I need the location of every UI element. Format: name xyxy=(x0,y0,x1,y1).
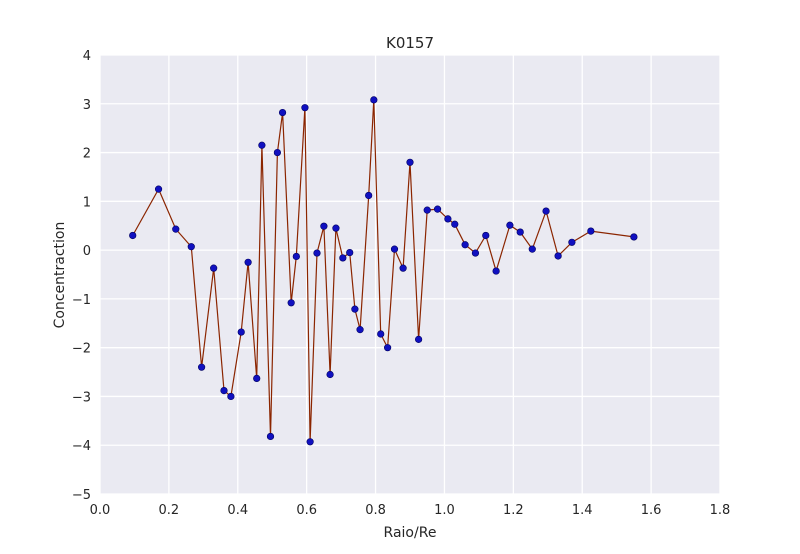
data-point xyxy=(154,185,163,193)
data-point xyxy=(471,249,480,257)
data-point xyxy=(287,299,295,307)
data-point xyxy=(313,249,321,257)
data-point xyxy=(227,392,235,401)
data-point xyxy=(451,220,459,228)
data-point xyxy=(423,206,431,214)
data-point xyxy=(444,215,452,223)
x-tick-label: 1.4 xyxy=(572,503,593,518)
series-layer xyxy=(129,96,638,446)
data-point xyxy=(370,96,378,104)
data-point xyxy=(528,245,536,253)
data-point xyxy=(506,221,514,229)
data-point xyxy=(198,363,206,371)
data-point xyxy=(187,243,195,251)
data-point xyxy=(351,305,359,313)
y-tick-label: 0 xyxy=(83,244,91,259)
data-point xyxy=(346,248,354,257)
x-tick-label: 0.2 xyxy=(159,503,180,518)
data-point xyxy=(320,222,328,230)
data-point xyxy=(630,233,638,241)
y-tick-label: −4 xyxy=(72,439,91,454)
data-point xyxy=(542,207,550,215)
data-point xyxy=(461,241,469,249)
x-tick-label: 0.4 xyxy=(227,503,248,518)
x-tick-label: 1.8 xyxy=(710,503,731,518)
data-point xyxy=(266,432,275,441)
data-point xyxy=(516,228,524,236)
data-point xyxy=(568,238,576,246)
data-point xyxy=(273,148,281,157)
data-point xyxy=(377,330,385,338)
data-point xyxy=(433,205,442,213)
y-tick-label: −5 xyxy=(72,488,91,503)
data-point xyxy=(129,231,137,240)
y-tick-label: 4 xyxy=(83,49,91,64)
data-point xyxy=(415,335,423,343)
data-point xyxy=(210,264,218,272)
data-point xyxy=(278,108,287,117)
y-tick-label: 1 xyxy=(83,195,91,210)
grid xyxy=(99,54,721,495)
data-point xyxy=(406,158,414,166)
data-point xyxy=(306,438,314,446)
data-point xyxy=(399,264,407,272)
data-point xyxy=(253,374,261,382)
y-tick-label: −2 xyxy=(72,342,91,357)
data-point xyxy=(482,231,490,240)
x-tick-label: 1.6 xyxy=(641,503,662,518)
x-tick-label: 0.8 xyxy=(365,503,386,518)
y-tick-label: 2 xyxy=(83,147,91,162)
chart-title: K0157 xyxy=(386,34,434,52)
data-point xyxy=(554,252,562,260)
data-point xyxy=(492,267,500,275)
data-point xyxy=(587,227,595,235)
x-tick-label: 0.0 xyxy=(90,503,111,518)
plot-area xyxy=(100,55,720,494)
y-tick-label: 3 xyxy=(83,98,91,113)
x-tick-label: 1.0 xyxy=(434,503,455,518)
y-tick-label: −3 xyxy=(72,390,91,405)
data-point xyxy=(390,245,399,253)
data-point xyxy=(326,370,334,379)
data-point xyxy=(172,225,180,233)
data-point xyxy=(356,326,364,334)
data-point xyxy=(384,344,392,352)
y-axis-label: Concentraction xyxy=(52,222,68,329)
data-point xyxy=(339,254,347,262)
x-tick-label: 0.6 xyxy=(296,503,317,518)
x-tick-label: 1.2 xyxy=(503,503,524,518)
data-point xyxy=(301,104,309,112)
data-point xyxy=(258,141,266,149)
x-axis-label: Raio/Re xyxy=(384,525,437,541)
x-axis-ticks: 0.0 0.2 0.4 0.6 0.8 1.0 1.2 1.4 1.6 1.8 xyxy=(90,503,731,518)
y-axis-ticks: 4 3 2 1 0 −1 −2 −3 −4 −5 xyxy=(72,49,91,503)
y-tick-label: −1 xyxy=(72,293,91,308)
data-point xyxy=(292,252,300,261)
data-point xyxy=(365,191,373,200)
data-point xyxy=(244,258,252,266)
data-point xyxy=(237,328,245,336)
data-point xyxy=(332,224,340,232)
data-point xyxy=(220,386,228,395)
